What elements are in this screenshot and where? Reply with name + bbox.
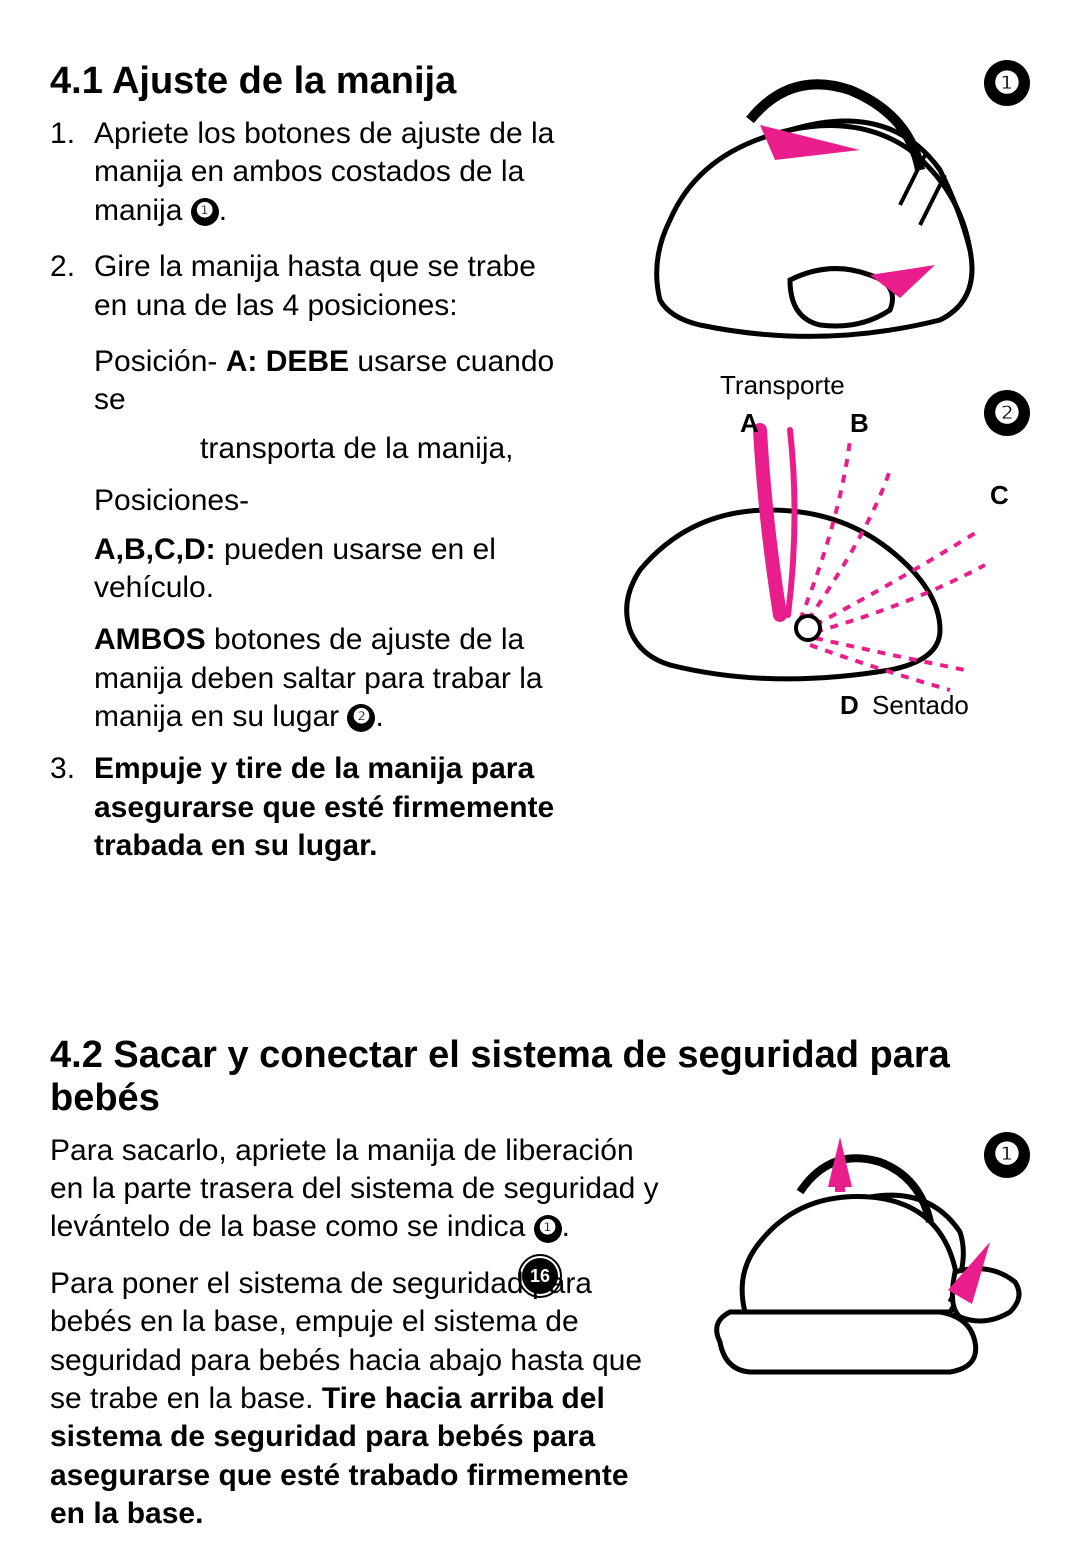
step-3: Empuje y tire de la manija para asegurar… — [50, 750, 570, 865]
posiciones-label: Posiciones- — [50, 482, 570, 520]
section-4-1-figures: ❶ — [590, 60, 1030, 884]
step-3-bold: Empuje y tire de la manija para asegurar… — [94, 752, 554, 862]
position-a-line1: Posición- A: DEBE usarse cuando se — [50, 343, 570, 420]
section-4-2-figure: ❶ — [690, 1132, 1030, 1392]
inline-ref-1-icon-42: ❶ — [534, 1215, 562, 1243]
inline-ref-1-icon: ❶ — [191, 198, 219, 226]
figure-42-badge: ❶ — [984, 1132, 1030, 1178]
step-2: Gire la manija hasta que se trabe en una… — [50, 248, 570, 325]
abcd-bold: A,B,C,D: — [94, 533, 216, 566]
page-number: 16 — [522, 1258, 558, 1294]
figure-2-B-label: B — [850, 408, 869, 439]
section-4-1-text: 4.1 Ajuste de la manija Apriete los boto… — [50, 60, 570, 884]
section-4-2-p1: Para sacarlo, apriete la manija de liber… — [50, 1132, 670, 1247]
section-4-1-steps-cont: Empuje y tire de la manija para asegurar… — [50, 750, 570, 865]
figure-1-badge: ❶ — [984, 60, 1030, 106]
figure-2-badge: ❷ — [984, 390, 1030, 436]
abcd-line: A,B,C,D: pueden usarse en el vehículo. — [50, 531, 570, 608]
position-a-line2: transporta de la manija, — [50, 430, 570, 468]
p1-b: . — [562, 1210, 570, 1243]
figure-2-transporte-label: Transporte — [720, 370, 845, 401]
section-4-1-title: 4.1 Ajuste de la manija — [50, 60, 570, 103]
step-1: Apriete los botones de ajuste de la mani… — [50, 115, 570, 230]
section-4-2-p2: Para poner el sistema de seguridad para … — [50, 1265, 670, 1534]
step-2-text: Gire la manija hasta que se trabe en una… — [94, 250, 536, 321]
figure-2-C-label: C — [990, 480, 1009, 511]
step-1-text-a: Apriete los botones de ajuste de la mani… — [94, 117, 554, 227]
step-1-text-b: . — [219, 194, 227, 227]
ambos-bold: AMBOS — [94, 623, 206, 656]
ambos-rest-b: . — [375, 700, 383, 733]
section-4-2-text: Para sacarlo, apriete la manija de liber… — [50, 1132, 670, 1552]
figure-2: ❷ Transporte A B C D Sentado — [590, 370, 1030, 730]
posA-bold: A: DEBE — [226, 345, 349, 378]
figure-2-sentado-label: Sentado — [872, 690, 969, 721]
figure-2-illustration — [590, 370, 1030, 730]
section-4-1-steps: Apriete los botones de ajuste de la mani… — [50, 115, 570, 325]
page: 4.1 Ajuste de la manija Apriete los boto… — [0, 0, 1080, 1334]
figure-1-illustration — [590, 60, 1030, 360]
posA-prefix: Posición- — [94, 345, 226, 378]
inline-ref-2-icon: ❷ — [347, 704, 375, 732]
figure-1: ❶ — [590, 60, 1030, 360]
figure-2-A-label: A — [740, 408, 759, 439]
ambos-line: AMBOS botones de ajuste de la manija deb… — [50, 621, 570, 736]
section-4-2-title: 4.2 Sacar y conectar el sistema de segur… — [50, 1034, 1030, 1120]
figure-2-D-label: D — [840, 690, 859, 721]
figure-42-illustration — [690, 1132, 1030, 1392]
section-4-1: 4.1 Ajuste de la manija Apriete los boto… — [50, 60, 1030, 884]
